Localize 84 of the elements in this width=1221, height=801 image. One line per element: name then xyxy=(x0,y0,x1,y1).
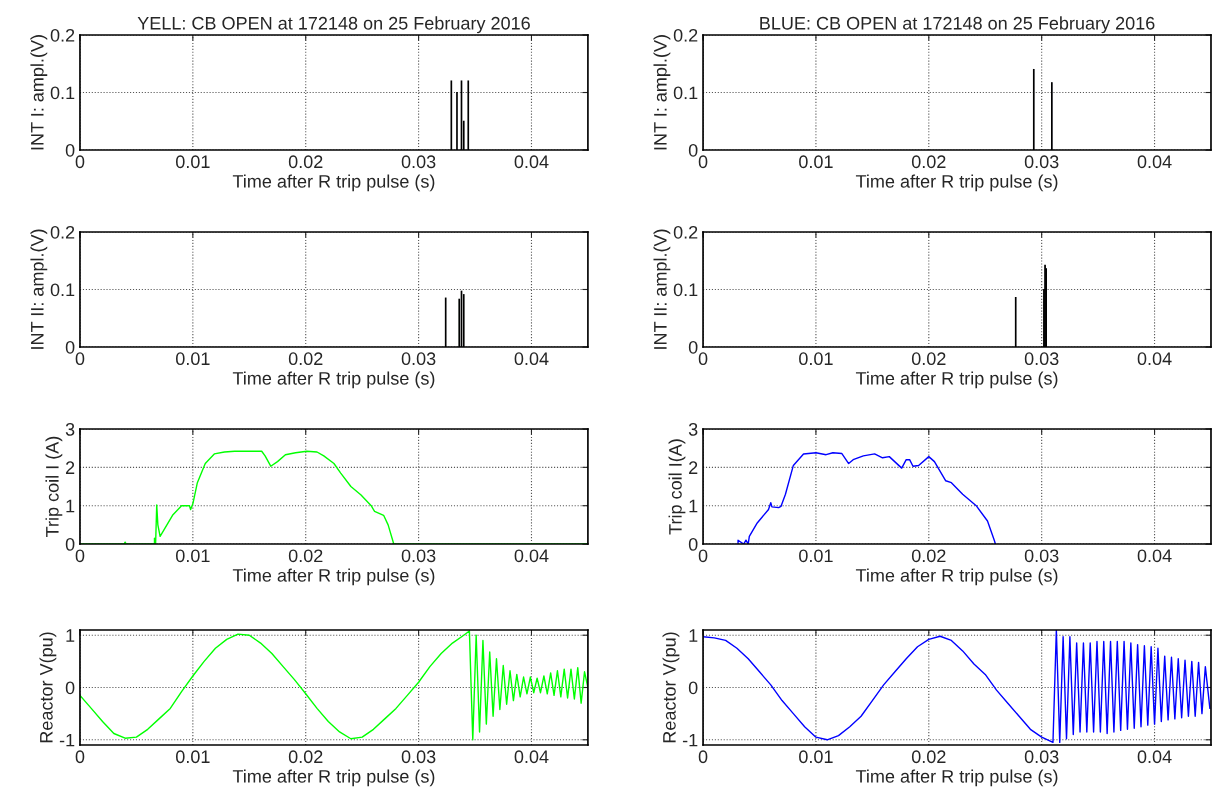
x-tick-label: 0.03 xyxy=(1024,155,1059,169)
x-tick-label: 0.03 xyxy=(1024,750,1059,764)
x-tick-label: 0.01 xyxy=(175,352,210,366)
x-tick-label: 0.01 xyxy=(799,549,833,563)
y-tick-label: 3 xyxy=(65,422,75,436)
y-tick-label: 1 xyxy=(66,499,75,513)
x-tick-label: 0.04 xyxy=(514,549,549,563)
y-tick-label: 0 xyxy=(65,681,75,695)
x-tick-label: 0 xyxy=(698,750,708,764)
y-tick-label: -1 xyxy=(682,733,698,747)
y-tick-label: 0.2 xyxy=(50,28,75,42)
chart-title: BLUE: CB OPEN at 172148 on 25 February 2016 xyxy=(760,16,1155,34)
x-tick-label: 0.02 xyxy=(288,155,323,169)
x-tick-label: 0.03 xyxy=(401,549,436,563)
y-tick-label: 0 xyxy=(65,340,75,354)
x-axis-title: Time after R trip pulse (s) xyxy=(855,174,1058,192)
y-tick-label: 2 xyxy=(65,461,75,474)
x-tick-label: 0.02 xyxy=(911,549,946,563)
x-tick-label: 0.01 xyxy=(175,549,210,563)
x-axis-title: Time after R trip pulse (s) xyxy=(855,568,1058,586)
y-axis-title: INT I: ampl.(V) xyxy=(30,35,48,150)
x-tick-label: 0 xyxy=(75,155,85,169)
x-tick-label: 0.01 xyxy=(175,750,210,764)
x-tick-label: 0.04 xyxy=(514,352,549,366)
chart-title: YELL: CB OPEN at 172148 on 25 February 2016 xyxy=(137,16,530,34)
x-tick-label: 0.03 xyxy=(1024,549,1059,563)
y-tick-label: 1 xyxy=(66,629,75,642)
x-tick-label: 0.01 xyxy=(799,750,833,764)
x-tick-label: 0.04 xyxy=(1137,155,1172,169)
y-tick-label: 0 xyxy=(688,537,698,551)
y-tick-label: 0.2 xyxy=(673,28,698,42)
x-tick-label: 0.03 xyxy=(401,155,436,169)
x-tick-label: 0.04 xyxy=(514,155,549,169)
y-tick-label: 0.2 xyxy=(673,225,698,239)
y-tick-label: 0 xyxy=(688,143,698,157)
y-tick-label: 0.1 xyxy=(50,86,75,100)
x-tick-label: 0 xyxy=(75,750,85,764)
x-tick-label: 0.01 xyxy=(799,352,833,366)
y-axis-title: INT II: ampl.(V) xyxy=(30,229,48,349)
y-tick-label: 3 xyxy=(688,422,698,436)
x-tick-label: 0 xyxy=(698,155,708,169)
y-tick-label: 0 xyxy=(688,340,698,354)
x-tick-label: 0.02 xyxy=(911,155,946,169)
y-tick-label: 0 xyxy=(688,681,698,695)
y-axis-title: Trip coil I(A) xyxy=(668,439,686,535)
x-axis-title: Time after R trip pulse (s) xyxy=(855,371,1058,389)
y-tick-label: 0.2 xyxy=(50,225,75,239)
x-axis-title: Time after R trip pulse (s) xyxy=(855,769,1058,787)
x-tick-label: 0 xyxy=(75,352,85,366)
x-tick-label: 0.03 xyxy=(401,352,436,366)
y-axis-title: INT II: ampl.(V) xyxy=(653,229,671,349)
x-tick-label: 0.04 xyxy=(1137,549,1172,563)
x-axis-title: Time after R trip pulse (s) xyxy=(232,174,435,192)
x-tick-label: 0.01 xyxy=(799,155,833,169)
x-tick-label: 0 xyxy=(698,549,708,563)
x-tick-label: 0.02 xyxy=(911,352,946,366)
x-tick-label: 0.03 xyxy=(401,750,436,764)
y-tick-label: 1 xyxy=(689,499,698,513)
y-tick-label: 0 xyxy=(65,143,75,157)
x-tick-label: 0.04 xyxy=(1137,750,1172,764)
y-axis-title: INT I: ampl.(V) xyxy=(653,35,671,150)
y-axis-title: Trip coil I (A) xyxy=(45,436,63,537)
x-axis-title: Time after R trip pulse (s) xyxy=(232,371,435,389)
y-tick-label: 0.1 xyxy=(673,86,698,100)
x-tick-label: 0.02 xyxy=(288,352,323,366)
x-tick-label: 0 xyxy=(75,549,85,563)
y-axis-title: Reactor V(pu) xyxy=(662,632,680,743)
x-axis-title: Time after R trip pulse (s) xyxy=(232,769,435,787)
x-tick-label: 0 xyxy=(698,352,708,366)
y-tick-label: 2 xyxy=(689,461,698,474)
x-axis-title: Time after R trip pulse (s) xyxy=(232,568,435,586)
y-tick-label: 1 xyxy=(689,629,698,642)
x-tick-label: 0.04 xyxy=(514,750,549,764)
y-tick-label: 0.1 xyxy=(50,283,75,297)
x-tick-label: 0.03 xyxy=(1024,352,1059,366)
y-tick-label: -1 xyxy=(59,733,75,747)
x-tick-label: 0.02 xyxy=(911,750,946,764)
y-axis-title: Reactor V(pu) xyxy=(39,632,57,743)
y-tick-label: 0.1 xyxy=(673,283,698,297)
x-tick-label: 0.02 xyxy=(288,750,323,764)
x-tick-label: 0.02 xyxy=(288,549,323,563)
x-tick-label: 0.04 xyxy=(1137,352,1172,366)
y-tick-label: 0 xyxy=(65,537,75,551)
x-tick-label: 0.01 xyxy=(175,155,210,169)
